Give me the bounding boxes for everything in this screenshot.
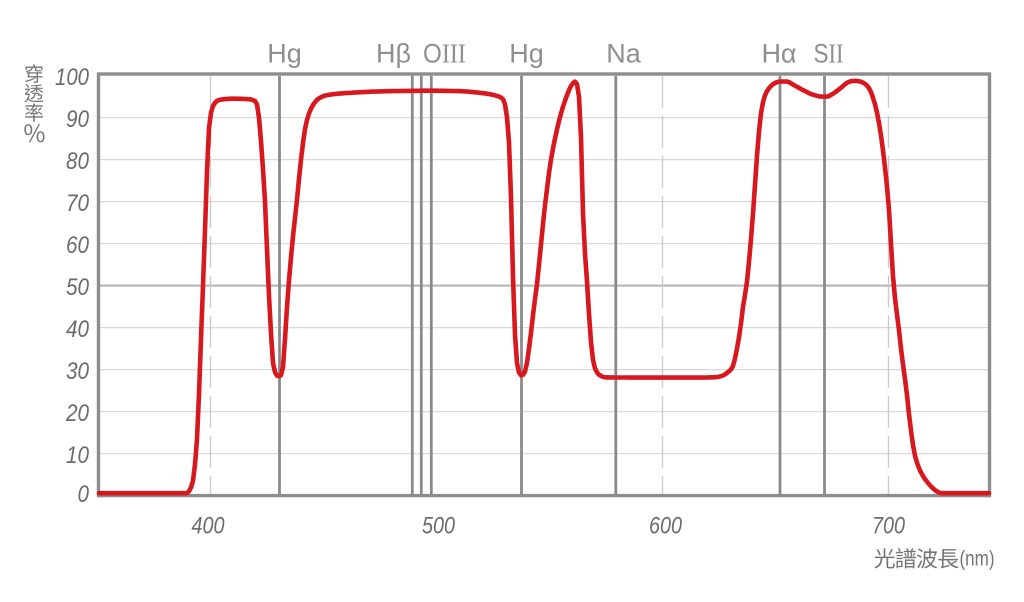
svg-text:500: 500 xyxy=(422,513,456,540)
svg-text:70: 70 xyxy=(66,190,90,217)
svg-text:Na: Na xyxy=(606,39,641,69)
svg-text:20: 20 xyxy=(65,400,89,427)
svg-text:90: 90 xyxy=(66,106,90,133)
svg-text:OIII: OIII xyxy=(423,39,466,69)
svg-text:30: 30 xyxy=(66,358,90,385)
svg-text:SII: SII xyxy=(814,39,844,69)
svg-text:10: 10 xyxy=(66,442,90,469)
svg-text:(nm): (nm) xyxy=(960,548,995,571)
svg-text:700: 700 xyxy=(872,513,906,540)
svg-text:Hg: Hg xyxy=(509,39,544,69)
svg-text:400: 400 xyxy=(192,513,226,540)
svg-text:Hβ: Hβ xyxy=(376,39,411,69)
svg-text:50: 50 xyxy=(66,274,90,301)
svg-text:40: 40 xyxy=(66,316,90,343)
svg-text:0: 0 xyxy=(78,481,90,508)
svg-text:600: 600 xyxy=(649,513,683,540)
svg-text:Hg: Hg xyxy=(267,39,302,69)
svg-text:Hα: Hα xyxy=(761,39,796,69)
svg-text:60: 60 xyxy=(66,232,90,259)
svg-text:80: 80 xyxy=(66,148,90,175)
svg-text:100: 100 xyxy=(55,64,90,91)
